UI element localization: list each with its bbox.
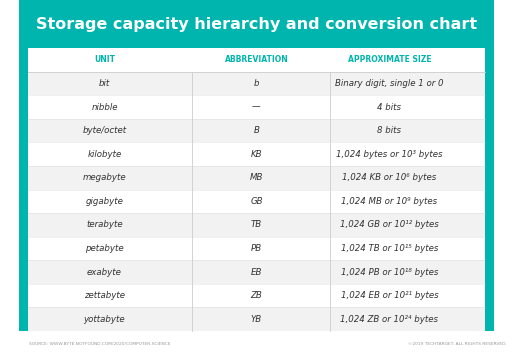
Text: 1,024 EB or 10²¹ bytes: 1,024 EB or 10²¹ bytes (341, 291, 438, 300)
Text: EB: EB (251, 268, 262, 277)
Text: ©2019 TECHTARGET. ALL RIGHTS RESERVED.: ©2019 TECHTARGET. ALL RIGHTS RESERVED. (408, 341, 507, 346)
Text: kilobyte: kilobyte (87, 150, 122, 159)
Text: PB: PB (251, 244, 262, 253)
Text: 1,024 GB or 10¹² bytes: 1,024 GB or 10¹² bytes (340, 220, 439, 230)
Text: zettabyte: zettabyte (84, 291, 125, 300)
FancyBboxPatch shape (28, 308, 485, 331)
Text: 1,024 KB or 10⁶ bytes: 1,024 KB or 10⁶ bytes (342, 173, 436, 182)
Text: Storage capacity hierarchy and conversion chart: Storage capacity hierarchy and conversio… (36, 16, 477, 32)
Text: gigabyte: gigabyte (86, 197, 123, 206)
FancyBboxPatch shape (19, 331, 494, 356)
Text: megabyte: megabyte (83, 173, 126, 182)
FancyBboxPatch shape (28, 72, 485, 95)
Text: byte/octet: byte/octet (83, 126, 126, 135)
Text: 1,024 TB or 10¹⁵ bytes: 1,024 TB or 10¹⁵ bytes (341, 244, 438, 253)
FancyBboxPatch shape (28, 260, 485, 284)
Text: ZB: ZB (251, 291, 262, 300)
Text: bit: bit (99, 79, 110, 88)
Text: B: B (253, 126, 259, 135)
FancyBboxPatch shape (19, 48, 28, 331)
FancyBboxPatch shape (28, 142, 485, 166)
FancyBboxPatch shape (485, 48, 494, 331)
FancyBboxPatch shape (28, 119, 485, 142)
Text: 1,024 PB or 10¹⁸ bytes: 1,024 PB or 10¹⁸ bytes (341, 268, 438, 277)
Text: GB: GB (250, 197, 263, 206)
Text: 1,024 MB or 10⁹ bytes: 1,024 MB or 10⁹ bytes (341, 197, 437, 206)
Text: ABBREVIATION: ABBREVIATION (225, 55, 288, 64)
FancyBboxPatch shape (28, 284, 485, 308)
FancyBboxPatch shape (28, 189, 485, 213)
Text: 4 bits: 4 bits (378, 103, 401, 111)
Text: APPROXIMATE SIZE: APPROXIMATE SIZE (347, 55, 431, 64)
Text: —: — (252, 103, 261, 111)
Text: yottabyte: yottabyte (84, 315, 125, 324)
FancyBboxPatch shape (28, 237, 485, 260)
FancyBboxPatch shape (28, 95, 485, 119)
FancyBboxPatch shape (19, 0, 494, 48)
Text: terabyte: terabyte (86, 220, 123, 230)
Text: UNIT: UNIT (94, 55, 115, 64)
Text: 1,024 ZB or 10²⁴ bytes: 1,024 ZB or 10²⁴ bytes (341, 315, 438, 324)
Text: 8 bits: 8 bits (378, 126, 401, 135)
Text: nibble: nibble (92, 103, 118, 111)
FancyBboxPatch shape (28, 48, 485, 72)
Text: YB: YB (251, 315, 262, 324)
FancyBboxPatch shape (28, 166, 485, 189)
Text: b: b (254, 79, 259, 88)
Text: MB: MB (250, 173, 263, 182)
Text: SOURCE: WWW.BYTE.NOTFOUND.COM/2020/COMPUTER-SCIENCE: SOURCE: WWW.BYTE.NOTFOUND.COM/2020/COMPU… (29, 341, 170, 346)
Text: petabyte: petabyte (85, 244, 124, 253)
Text: exabyte: exabyte (87, 268, 122, 277)
Text: Binary digit, single 1 or 0: Binary digit, single 1 or 0 (335, 79, 444, 88)
FancyBboxPatch shape (28, 213, 485, 237)
Text: KB: KB (251, 150, 262, 159)
Text: TB: TB (251, 220, 262, 230)
Text: 1,024 bytes or 10³ bytes: 1,024 bytes or 10³ bytes (336, 150, 443, 159)
